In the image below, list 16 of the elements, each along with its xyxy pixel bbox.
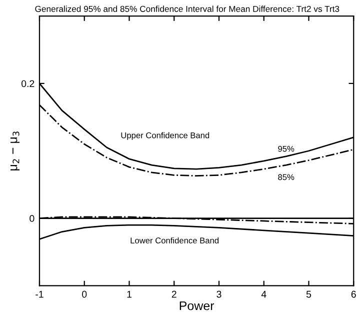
y-axis-title: μ$_{2}$ − μ$_{3}$ xyxy=(10,132,20,170)
x-tick-label: -1 xyxy=(36,290,44,298)
annotation: Upper Confidence Band xyxy=(121,132,210,140)
x-tick-label: 5 xyxy=(306,290,312,298)
x-tick-label: 0 xyxy=(82,290,87,298)
annotation: 95% xyxy=(278,146,294,152)
chart-title: Generalized 95% and 85% Confidence Interval for Mean Difference: Trt2 vs Trt3 xyxy=(35,6,340,12)
y-tick-label: 0.2 xyxy=(21,80,34,88)
x-tick-label: 2 xyxy=(172,290,176,298)
annotation: Lower Confidence Band xyxy=(130,237,219,244)
x-axis-title: Power xyxy=(180,301,214,310)
x-tick-label: 6 xyxy=(351,290,356,298)
x-tick-label: 4 xyxy=(261,290,266,298)
x-tick-label: 3 xyxy=(216,290,222,298)
x-tick-label: 1 xyxy=(127,290,132,298)
annotation: 85% xyxy=(278,174,294,180)
